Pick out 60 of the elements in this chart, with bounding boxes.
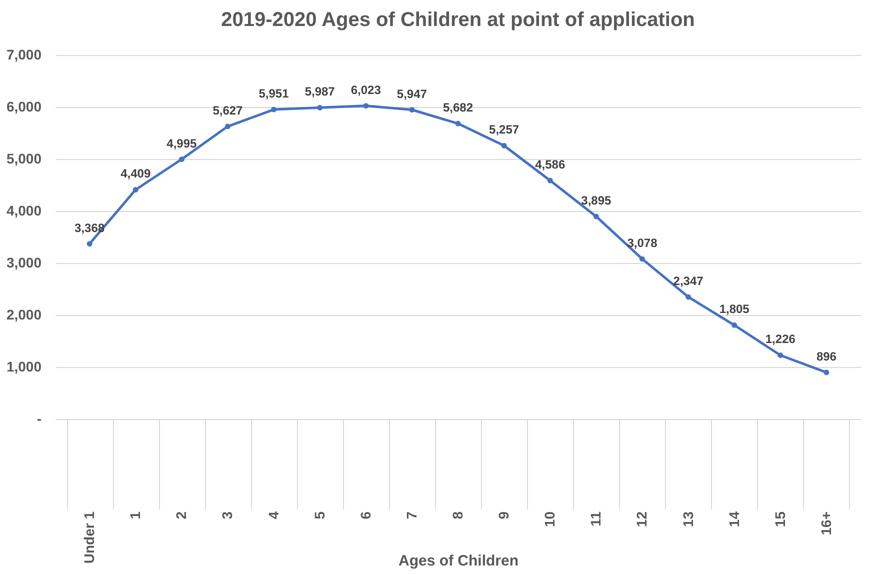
y-tick-label: 1,000: [6, 358, 42, 374]
point: [593, 214, 599, 220]
data-label: 4,586: [535, 158, 566, 172]
y-tick-label: 2,000: [6, 306, 42, 322]
chart-title: 2019-2020 Ages of Children at point of application: [221, 9, 695, 31]
x-tick-label: 16+: [818, 512, 834, 536]
y-tick-label: 7,000: [6, 46, 42, 62]
x-tick-label: 9: [496, 511, 512, 520]
y-tick-label: -: [36, 410, 42, 426]
x-tick-label: 6: [357, 511, 374, 520]
x-tick-label: 12: [634, 511, 650, 528]
x-tick-label: 7: [403, 511, 420, 520]
point: [86, 241, 92, 247]
data-label: 5,257: [489, 122, 520, 137]
point: [547, 178, 553, 184]
x-tick-label: 4: [265, 511, 282, 520]
x-axis-title: Ages of Children: [398, 552, 519, 570]
y-tick-label: 6,000: [6, 98, 42, 114]
x-tick-label: 1: [127, 511, 144, 520]
data-label: 1,805: [719, 302, 750, 316]
y-tick-label: 4,000: [6, 202, 42, 218]
x-tick-label: 5: [311, 511, 328, 520]
data-label: 5,987: [304, 84, 336, 99]
data-label: 1,226: [765, 332, 796, 346]
x-tick-label: 13: [680, 511, 696, 528]
data-label: 5,682: [442, 100, 474, 115]
point: [686, 294, 692, 300]
point: [317, 104, 323, 110]
data-label: 5,627: [212, 103, 244, 118]
data-label: 5,951: [258, 86, 290, 101]
data-label: 3,895: [581, 193, 612, 208]
point: [178, 156, 184, 162]
x-tick-label: 14: [726, 511, 742, 528]
x-tick-label: 3: [219, 511, 236, 520]
x-tick-label: 2: [173, 511, 190, 520]
y-tick-label: 5,000: [6, 150, 42, 166]
data-label: 3,078: [627, 236, 658, 250]
x-tick-label: 10: [542, 511, 558, 528]
data-label: 896: [816, 349, 837, 364]
data-label: 4,995: [166, 136, 197, 150]
data-label: 5,947: [396, 86, 428, 101]
x-tick-label: 11: [588, 511, 604, 526]
data-label: 2,347: [673, 274, 704, 288]
data-label: 4,409: [120, 166, 151, 181]
x-tick-label: Under 1: [81, 511, 98, 564]
point: [271, 106, 277, 112]
point: [639, 256, 645, 262]
data-label: 6,023: [350, 82, 382, 97]
point: [824, 370, 830, 376]
point: [224, 124, 230, 130]
point: [409, 107, 415, 112]
point: [363, 103, 369, 109]
x-tick-label: 8: [450, 511, 466, 520]
point: [501, 142, 507, 148]
y-tick-label: 3,000: [6, 254, 42, 270]
point: [132, 187, 138, 192]
point: [455, 120, 461, 126]
point: [778, 352, 784, 358]
x-tick-label: 15: [772, 511, 788, 528]
point: [732, 322, 738, 328]
